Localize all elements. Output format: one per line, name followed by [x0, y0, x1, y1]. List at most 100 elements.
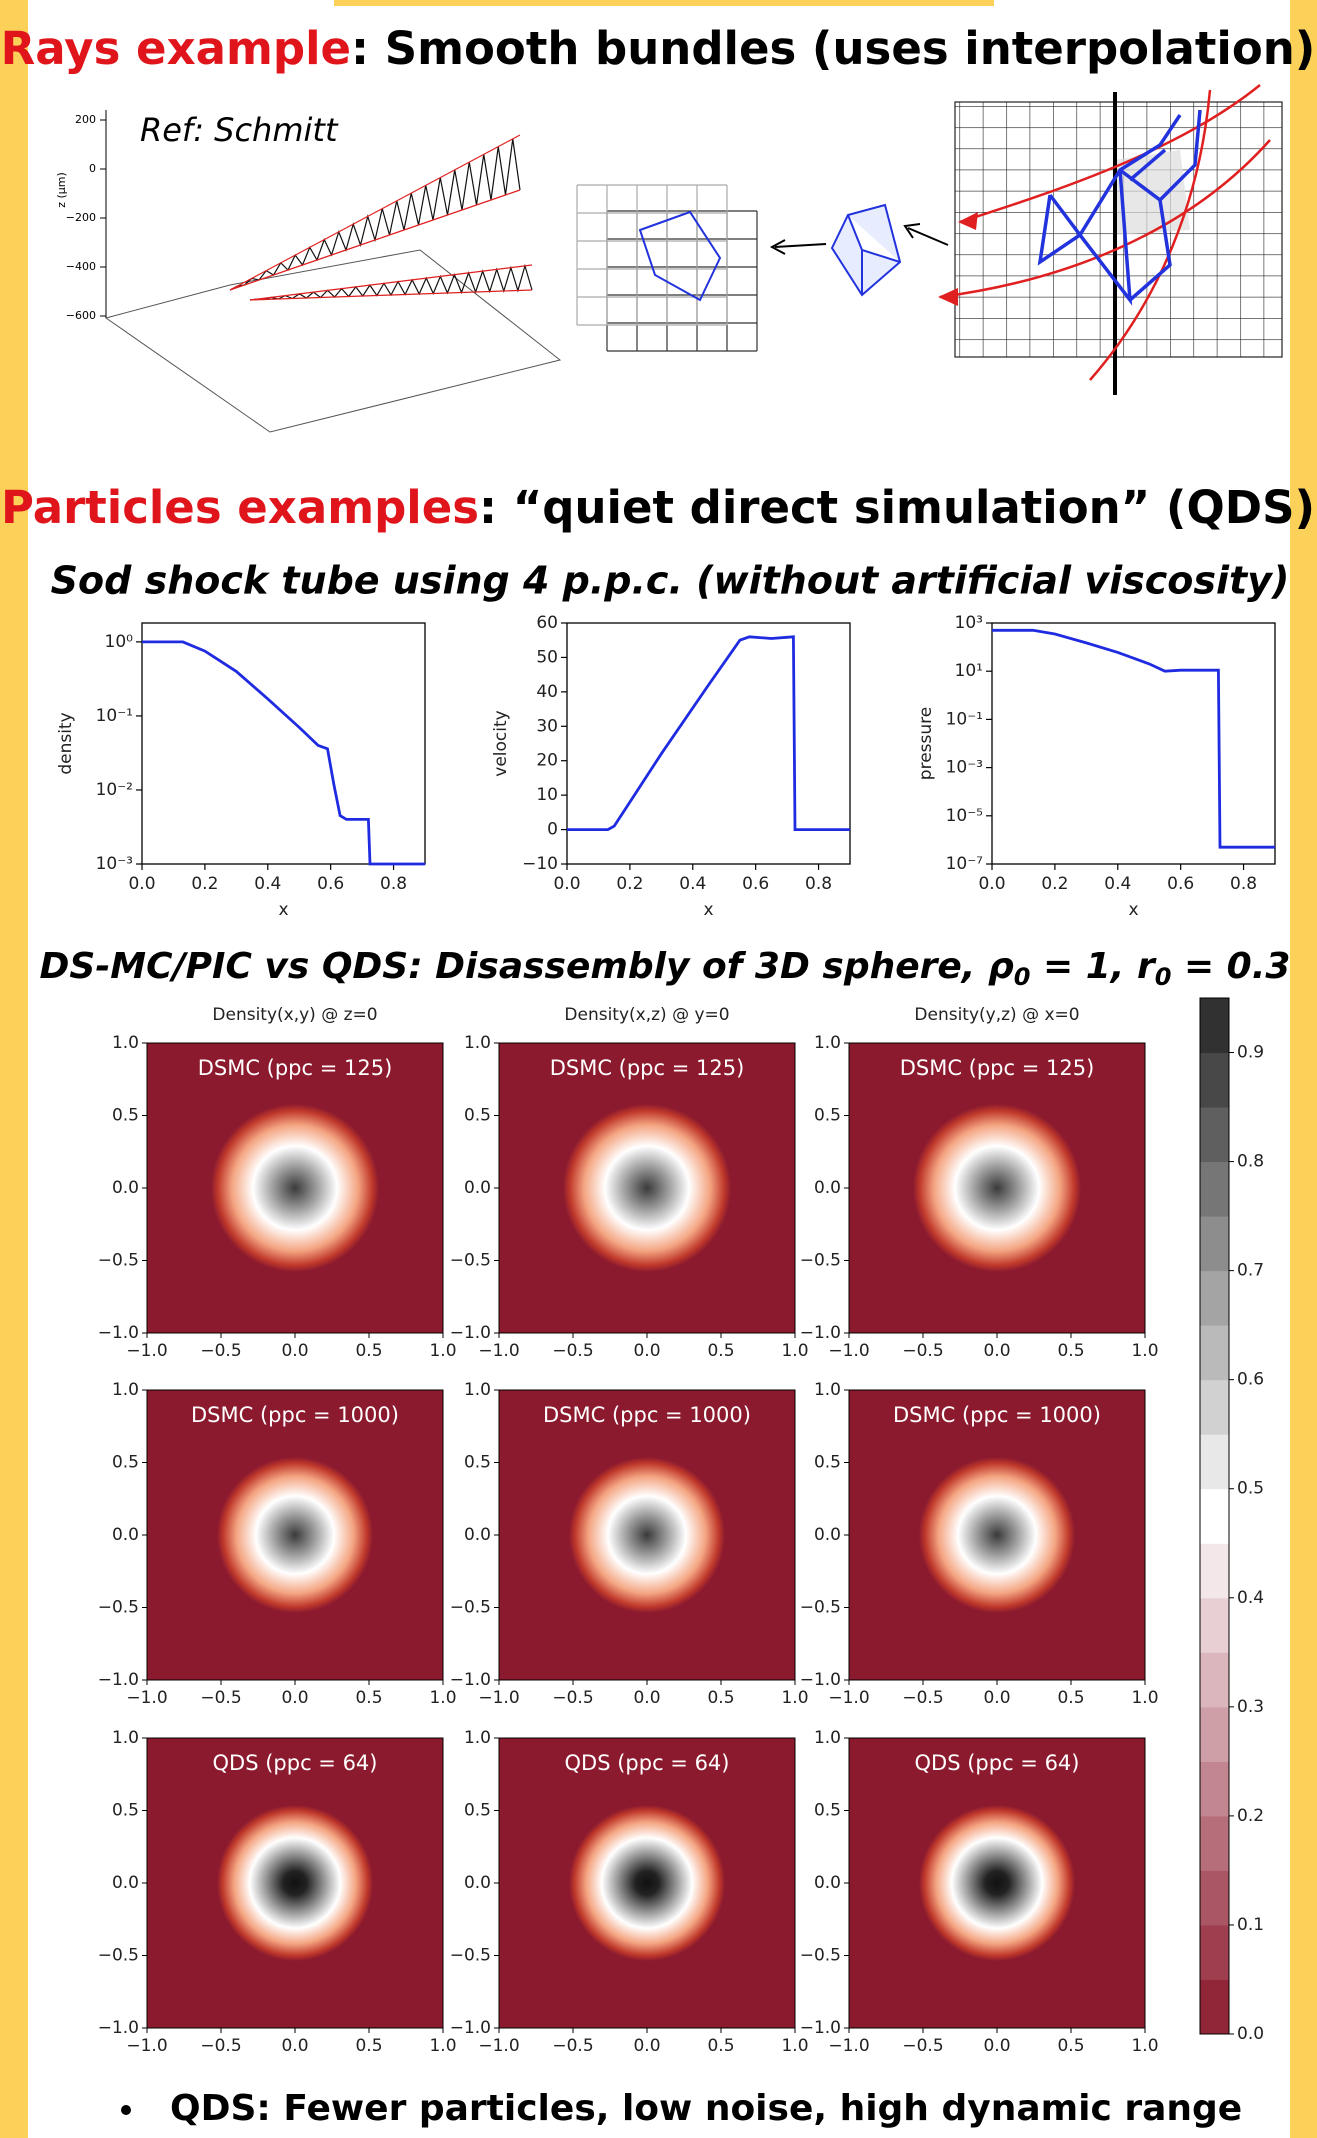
x-tick-label: 1.0 [1131, 2036, 1158, 2056]
x-tick-label: 0.2 [191, 874, 218, 894]
x-tick-label: 0.6 [742, 874, 769, 894]
column-title: Density(x,y) @ z=0 [212, 1005, 377, 1025]
y-tick-label: −1.0 [800, 2018, 841, 2038]
panel-label: DSMC (ppc = 1000) [191, 1403, 399, 1427]
x-tick-label: −0.5 [200, 2036, 241, 2056]
y-axis-label: pressure [916, 707, 936, 780]
x-tick-label: 0.5 [355, 2036, 382, 2056]
density-blob [913, 1104, 1081, 1272]
section-title: Particles examples: “quiet direct simula… [1, 481, 1315, 534]
ray-curve [1089, 89, 1212, 381]
density-blob [217, 1457, 373, 1613]
y-tick-label: −0.5 [450, 1598, 491, 1618]
x-tick-label: −0.5 [902, 2036, 943, 2056]
x-tick-label: −1.0 [828, 1688, 869, 1708]
title-rest: : Smooth bundles (uses interpolation) [351, 22, 1315, 75]
y-tick-label: −0.5 [98, 1598, 139, 1618]
density-blob [563, 1104, 731, 1272]
y-tick-label: −0.5 [800, 1598, 841, 1618]
y-tick-label: 1.0 [814, 1728, 841, 1748]
colorbar-band [1200, 1379, 1229, 1435]
y-tick-label: −1.0 [98, 1323, 139, 1343]
x-tick-label: 0.8 [805, 874, 832, 894]
x-tick-label: 0.6 [317, 874, 344, 894]
x-axis-label: x [1128, 900, 1138, 920]
y-tick-label: −0.5 [450, 1946, 491, 1966]
y-tick-label: −10 [522, 854, 558, 874]
heading: DS-MC/PIC vs QDS: Disassembly of 3D sphe… [40, 946, 1291, 991]
x-tick-label: 0.0 [281, 1341, 308, 1361]
panel-label: DSMC (ppc = 1000) [543, 1403, 751, 1427]
density-blob [569, 1805, 725, 1961]
heading-part: DS-MC/PIC vs QDS: Disassembly of 3D sphe… [40, 946, 1014, 987]
x-tick-label: 1.0 [781, 1341, 808, 1361]
colorbar-tick-label: 0.2 [1237, 1806, 1264, 1826]
y-tick-label: 1.0 [464, 1380, 491, 1400]
ray-cell [830, 203, 902, 297]
y-tick-label: 0.5 [464, 1106, 491, 1126]
panel-label: DSMC (ppc = 1000) [893, 1403, 1101, 1427]
y-tick-label: −1.0 [450, 1323, 491, 1343]
x-tick-label: −0.5 [902, 1341, 943, 1361]
subtitle: Sod shock tube using 4 p.p.c. (without a… [51, 559, 1290, 603]
y-tick-label: 40 [536, 682, 558, 702]
y-tick-label: 10⁻³ [946, 758, 983, 778]
reference: Ref: Schmitt [140, 111, 339, 149]
arrow [903, 223, 949, 246]
x-tick-label: 1.0 [429, 2036, 456, 2056]
y-tick-label: 0.0 [814, 1525, 841, 1545]
x-tick-label: 0.2 [616, 874, 643, 894]
title-highlight: Particles examples [1, 481, 479, 534]
x-tick-label: 0.2 [1041, 874, 1068, 894]
y-tick-label: 1.0 [464, 1033, 491, 1053]
y-tick-label: 0.0 [112, 1525, 139, 1545]
data-line [142, 640, 425, 866]
x-tick-label: 0.0 [633, 1688, 660, 1708]
y-tick-label: 30 [536, 716, 558, 736]
z-tick-label: 200 [75, 113, 96, 126]
plot-frame [991, 622, 1276, 865]
plot-frame [141, 622, 426, 865]
x-tick-label: 0.0 [633, 1341, 660, 1361]
colorbar-frame [1199, 997, 1230, 2035]
y-tick-label: −1.0 [450, 1670, 491, 1690]
y-tick-label: 10³ [955, 613, 983, 633]
x-tick-label: 0.8 [380, 874, 407, 894]
y-tick-label: 0.5 [464, 1453, 491, 1473]
y-tick-label: −0.5 [800, 1251, 841, 1271]
y-tick-label: 0.5 [814, 1801, 841, 1821]
x-tick-label: 0.0 [983, 1341, 1010, 1361]
bullet-dot [121, 2105, 131, 2115]
x-tick-label: 0.0 [553, 874, 580, 894]
colorbar-band [1200, 1488, 1229, 1544]
x-tick-label: −0.5 [200, 1341, 241, 1361]
colorbar-band [1200, 1325, 1229, 1381]
x-tick-label: 1.0 [781, 2036, 808, 2056]
x-tick-label: −1.0 [126, 1341, 167, 1361]
arrow-head [938, 212, 978, 306]
x-tick-label: −1.0 [478, 1341, 519, 1361]
colorbar-band [1200, 1706, 1229, 1762]
y-tick-label: 0.5 [814, 1106, 841, 1126]
z-axis-label: z (μm) [55, 172, 68, 208]
z-tick-label: −400 [66, 260, 96, 273]
y-tick-label: 0.0 [814, 1178, 841, 1198]
y-tick-label: 0.0 [814, 1873, 841, 1893]
y-tick-label: 1.0 [112, 1728, 139, 1748]
top-strip [334, 0, 994, 6]
y-axis-label: velocity [491, 710, 511, 776]
y-tick-label: 0.0 [464, 1525, 491, 1545]
colorbar-tick-label: 0.1 [1237, 1915, 1264, 1935]
x-tick-label: −0.5 [902, 1688, 943, 1708]
panel-label: DSMC (ppc = 125) [900, 1056, 1095, 1080]
y-tick-label: −1.0 [450, 2018, 491, 2038]
y-tick-label: 1.0 [112, 1033, 139, 1053]
z-tick-label: −600 [66, 309, 96, 322]
panel-label: QDS (ppc = 64) [565, 1751, 730, 1775]
x-tick-label: −0.5 [552, 1341, 593, 1361]
y-tick-label: 1.0 [112, 1380, 139, 1400]
section-title: Rays example: Smooth bundles (uses inter… [1, 22, 1316, 75]
ray-curve [939, 139, 1271, 299]
colorbar-band [1200, 1924, 1229, 1980]
ray-curve [959, 84, 1261, 224]
